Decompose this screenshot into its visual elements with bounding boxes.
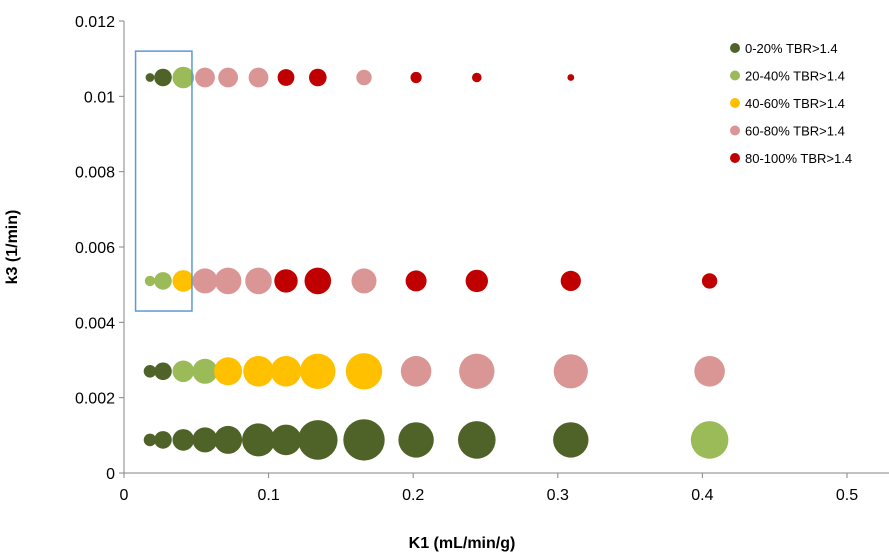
- x-axis-title: K1 (mL/min/g): [409, 535, 516, 552]
- bubble-point: [192, 427, 218, 453]
- bubble-point: [405, 270, 427, 292]
- bubble-point: [154, 431, 172, 449]
- bubble-point: [144, 275, 156, 287]
- legend-label: 0-20% TBR>1.4: [745, 41, 838, 56]
- bubble-point: [309, 68, 327, 87]
- bubble-point: [553, 422, 589, 458]
- bubble-point: [172, 429, 195, 451]
- legend-marker: [730, 43, 740, 53]
- legend-label: 60-80% TBR>1.4: [745, 124, 845, 139]
- bubble-point: [245, 267, 272, 295]
- bubble-point: [214, 267, 242, 295]
- y-tick-label: 0.01: [84, 89, 115, 106]
- x-tick-label: 0.2: [402, 487, 424, 504]
- bubble-point: [277, 69, 295, 86]
- bubble-point: [143, 433, 157, 447]
- legend-label: 40-60% TBR>1.4: [745, 96, 845, 111]
- bubble-point: [214, 357, 243, 386]
- y-axis-title: k3 (1/min): [4, 210, 21, 285]
- bubble-point: [172, 360, 195, 383]
- x-tick-label: 0.4: [691, 487, 713, 504]
- bubble-point: [459, 353, 495, 389]
- bubble-point: [298, 420, 338, 460]
- x-tick-label: 0: [120, 487, 129, 504]
- bubble-point: [458, 421, 496, 459]
- x-tick-label: 0.3: [547, 487, 569, 504]
- bubble-point: [218, 67, 239, 88]
- bubble-point: [567, 74, 575, 81]
- x-tick-label: 0.1: [257, 487, 279, 504]
- bubble-point: [690, 421, 729, 459]
- bubble-point: [154, 272, 172, 290]
- highlight-box: [134, 50, 193, 312]
- bubble-point: [694, 356, 725, 387]
- legend-marker: [730, 125, 740, 136]
- y-tick-label: 0.008: [75, 165, 115, 182]
- bubble-point: [154, 362, 172, 381]
- bubble-point: [242, 423, 275, 457]
- bubble-point: [351, 268, 377, 294]
- bubble-point: [270, 356, 302, 387]
- bubble-point: [274, 269, 298, 293]
- bubble-point: [270, 424, 302, 456]
- bubble-point: [304, 267, 332, 295]
- bubble-point: [248, 67, 269, 88]
- bubble-point: [143, 365, 157, 378]
- y-tick-label: 0.012: [75, 14, 115, 31]
- bubble-point: [472, 72, 482, 83]
- bubble-point: [214, 425, 243, 454]
- bubble-point: [154, 68, 172, 87]
- bubble-point: [195, 67, 215, 88]
- bubble-point: [701, 273, 718, 289]
- bubble-point: [145, 73, 155, 82]
- legend-label: 20-40% TBR>1.4: [745, 69, 845, 84]
- bubble-marks: [134, 50, 729, 461]
- bubble-point: [192, 268, 218, 294]
- bubble-point: [400, 356, 432, 387]
- y-tick-label: 0.004: [75, 315, 115, 332]
- bubble-point: [398, 422, 434, 458]
- legend-marker: [730, 153, 740, 163]
- legend-label: 80-100% TBR>1.4: [745, 151, 852, 166]
- bubble-point: [172, 270, 195, 292]
- bubble-point: [172, 66, 195, 89]
- y-tick-label: 0.002: [75, 391, 115, 408]
- bubble-point: [243, 356, 274, 387]
- legend-marker: [730, 70, 740, 81]
- bubble-point: [560, 270, 581, 291]
- bubble-point: [345, 353, 383, 390]
- bubble-point: [343, 419, 385, 461]
- bubble-point: [465, 269, 488, 293]
- bubble-point: [192, 358, 218, 384]
- x-tick-label: 0.5: [836, 487, 858, 504]
- y-tick-label: 0.006: [75, 240, 115, 257]
- legend: 0-20% TBR>1.4 20-40% TBR>1.4 40-60% TBR>1.…: [730, 41, 852, 166]
- axes: 0 0.002 0.004 0.006 0.008 0.01 0.012 0 0.1 0.2 0.3…: [75, 14, 889, 504]
- y-tick-label: 0: [106, 466, 115, 483]
- bubble-point: [300, 353, 336, 389]
- bubble-point: [553, 354, 588, 389]
- legend-marker: [730, 98, 740, 108]
- bubble-point: [410, 71, 422, 84]
- bubble-point: [356, 69, 372, 86]
